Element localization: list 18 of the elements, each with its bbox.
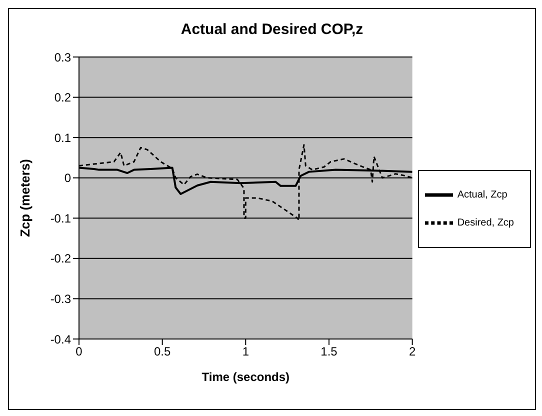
x-tick-label: 2 [408, 344, 416, 359]
x-axis-title: Time (seconds) [202, 370, 290, 384]
chart-title: Actual and Desired COP,z [180, 21, 364, 38]
y-tick-label: 0.3 [54, 50, 72, 64]
x-tick-label: 1 [242, 344, 250, 359]
y-tick-label: -0.1 [50, 211, 72, 226]
x-tick-label: 1.5 [320, 344, 338, 359]
y-tick-label: -0.3 [50, 292, 72, 306]
y-tick-label: 0.2 [54, 90, 72, 105]
y-tick-label: -0.2 [50, 252, 72, 266]
x-tick-label: 0.5 [154, 344, 171, 359]
y-axis-title: Zcp (meters) [18, 158, 33, 238]
x-tick-label: 0 [76, 344, 83, 359]
y-tick-label: 0.1 [54, 130, 72, 145]
y-tick-label: 0 [64, 171, 72, 186]
y-tick-label: -0.4 [50, 332, 72, 346]
legend-label: Desired, Zcp [457, 218, 514, 229]
legend-label: Actual, Zcp [457, 190, 508, 201]
